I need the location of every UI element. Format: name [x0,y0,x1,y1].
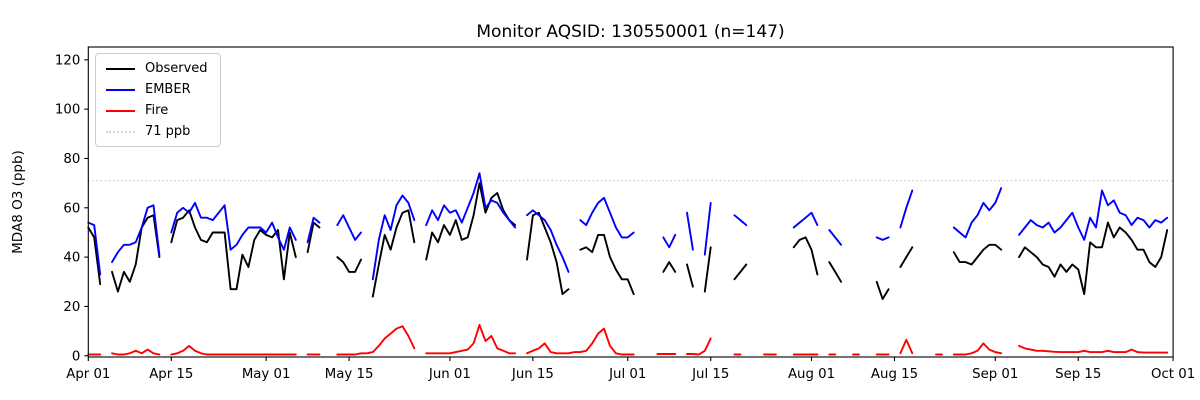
y-tick-label: 120 [55,53,80,68]
ember-line [703,201,712,256]
observed-line [371,209,416,298]
x-tick-label: Jun 01 [428,367,471,382]
observed-line [792,236,819,276]
fire-line-swatch [106,109,135,112]
y-tick-label: 40 [63,251,80,266]
legend-label: Fire [145,103,169,118]
y-tick-label: 80 [63,152,80,167]
observed-line [526,211,570,296]
observed-line [336,256,362,273]
x-tick-label: Sep 15 [1055,367,1101,382]
ember-line [875,236,890,241]
y-tick-label: 0 [72,349,80,364]
ember-line [526,209,570,273]
ember-line [662,233,677,249]
chart-title: Monitor AQSID: 130550001 (n=147) [476,22,785,42]
observed-line [899,246,914,268]
ember-line [1018,189,1169,241]
fire-line [170,344,297,356]
ember-line [792,211,819,229]
observed-line [306,221,321,254]
axes-spines [87,46,1174,358]
x-tick-label: Aug 01 [788,367,835,382]
fire-line [952,342,1003,356]
ember-line [686,211,694,251]
fire-line [111,348,161,356]
observed-line [1018,221,1169,296]
x-tick-label: Oct 01 [1151,367,1195,382]
threshold-line-swatch [106,130,135,133]
x-tick-label: May 01 [242,367,291,382]
fire-line [686,337,712,356]
observed-line [425,182,517,261]
ember-line [336,214,362,241]
observed-line [579,233,635,296]
x-tick-label: Jul 15 [691,367,729,382]
y-tick-label: 100 [55,103,80,118]
legend-item-fire: Fire [106,103,208,118]
legend-label: 71 ppb [145,124,191,139]
y-tick-label: 60 [63,201,80,216]
observed-line [686,263,694,288]
legend-label: Observed [145,61,208,76]
x-tick-label: Jun 15 [511,367,554,382]
observed-line [733,263,748,281]
legend-item-threshold: 71 ppb [106,124,208,139]
fire-line [526,327,635,356]
observed-line [952,243,1003,266]
y-axis-label: MDA8 O3 (ppb) [10,150,26,254]
ember-line [425,172,517,229]
observed-line [662,261,677,273]
x-tick-label: May 15 [325,367,374,382]
legend-item-observed: Observed [106,61,208,76]
x-tick-label: Sep 01 [972,367,1018,382]
ember-line [828,229,843,246]
ember-line [87,221,102,276]
fire-line [899,338,914,355]
observed-line-swatch [106,67,135,70]
observed-line [170,209,297,291]
ember-line [170,201,297,251]
fire-line [425,323,517,355]
x-tick-label: Jul 01 [608,367,646,382]
fire-line [336,325,416,356]
ember-line [899,189,914,229]
legend-label: EMBER [145,82,191,97]
x-tick-label: Apr 01 [66,367,110,382]
observed-line [111,214,161,293]
observed-line [875,280,890,300]
x-tick-label: Apr 15 [149,367,193,382]
ember-line-swatch [106,88,135,91]
ember-line [733,214,748,227]
ember-line [952,187,1003,239]
legend: Observed EMBER Fire 71 ppb [95,53,221,147]
legend-item-ember: EMBER [106,82,208,97]
y-tick-label: 20 [63,300,80,315]
ember-line [306,216,321,244]
ember-line [371,194,416,281]
fire-line [1018,344,1169,354]
observed-line [828,261,843,283]
ember-line [111,204,161,264]
x-tick-label: Aug 15 [871,367,918,382]
observed-line [703,246,712,293]
observed-line [87,226,102,286]
ember-line [579,196,635,239]
